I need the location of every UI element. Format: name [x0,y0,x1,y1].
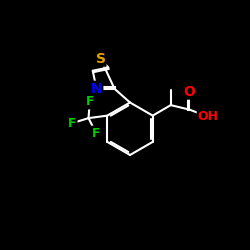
Text: N: N [91,82,102,96]
Text: O: O [184,84,196,98]
Text: F: F [86,95,94,108]
Text: OH: OH [198,110,219,123]
Text: F: F [92,126,100,140]
Text: S: S [96,52,106,66]
Text: F: F [68,116,76,130]
